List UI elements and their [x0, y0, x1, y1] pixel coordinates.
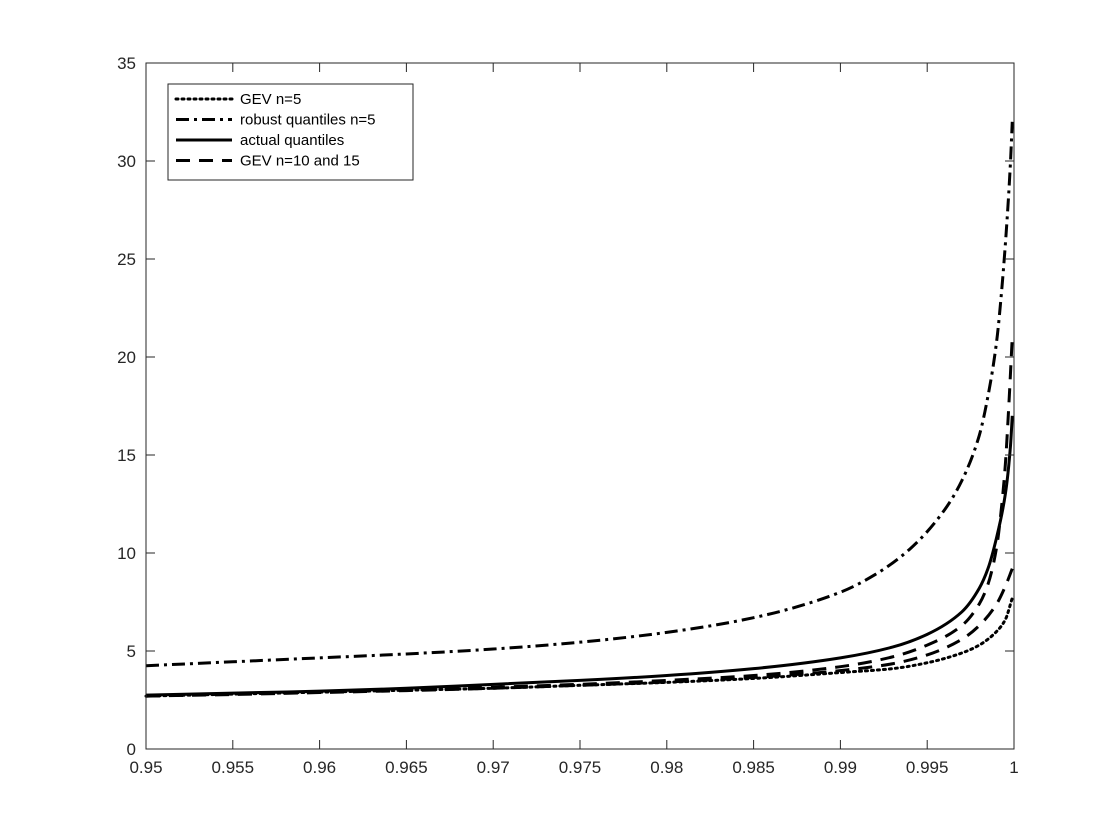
x-axis: 0.95 0.955 0.96 0.965 0.97 0.975 0.98 0.985 0.99… [129, 63, 1019, 777]
y-tick-label: 5 [127, 642, 136, 661]
x-tick-label: 1 [1009, 758, 1018, 777]
legend: GEV n=5 robust quantiles n=5 actual quanti… [167, 83, 414, 181]
x-tick-label: 0.975 [559, 758, 602, 777]
legend-label: GEV n=10 and 15 [240, 153, 360, 170]
y-tick-label: 20 [117, 348, 136, 367]
y-tick-label: 25 [117, 250, 136, 269]
x-tick-label: 0.985 [732, 758, 775, 777]
y-tick-label: 35 [117, 54, 136, 73]
x-tick-label: 0.99 [824, 758, 857, 777]
series-line-4 [145, 568, 1014, 698]
y-axis: 0 5 10 15 20 25 30 35 [117, 54, 1014, 759]
x-tick-label: 0.965 [385, 758, 428, 777]
series-layer [144, 121, 1014, 698]
x-tick-label: 0.97 [477, 758, 510, 777]
legend-label: GEV n=5 [240, 91, 301, 108]
x-tick-label: 0.995 [906, 758, 949, 777]
y-tick-label: 30 [117, 152, 136, 171]
legend-label: actual quantiles [240, 132, 344, 149]
legend-label: robust quantiles n=5 [240, 112, 376, 129]
series-line-1 [145, 121, 1014, 668]
x-tick-label: 0.96 [303, 758, 336, 777]
x-tick-label: 0.955 [212, 758, 255, 777]
x-tick-label: 0.95 [129, 758, 162, 777]
x-tick-label: 0.98 [650, 758, 683, 777]
y-tick-label: 0 [127, 740, 136, 759]
y-tick-label: 10 [117, 544, 136, 563]
y-tick-label: 15 [117, 446, 136, 465]
